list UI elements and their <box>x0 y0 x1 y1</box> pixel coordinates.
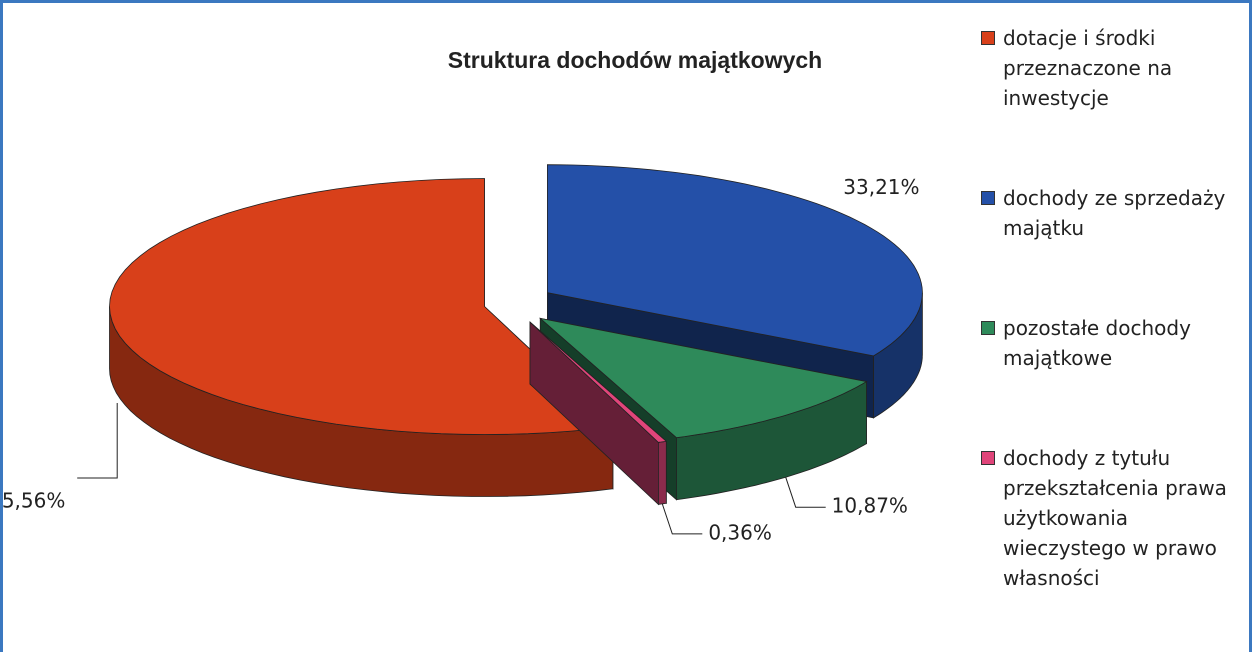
legend-item: dotacje i środki przeznaczone na inwesty… <box>981 23 1249 113</box>
data-label: 10,87% <box>832 494 908 518</box>
leader-line <box>77 403 118 479</box>
leader-line <box>661 503 703 535</box>
legend-label: pozostałe dochody majątkowe <box>1003 316 1191 370</box>
data-label: 0,36% <box>708 520 772 544</box>
slice-top <box>538 317 868 439</box>
pie-slice <box>109 178 614 497</box>
legend-label: dochody ze sprzedaży majątku <box>1003 186 1226 240</box>
legend-swatch <box>981 31 995 45</box>
slice-top <box>547 164 923 357</box>
legend-label: dotacje i środki przeznaczone na inwesty… <box>1003 26 1173 110</box>
slice-wall <box>658 440 667 506</box>
chart-title: Struktura dochodów majątkowych <box>448 47 822 73</box>
legend-item: dochody z tytułu przekształcenia prawa u… <box>981 443 1249 593</box>
data-label: 33,21% <box>843 175 919 199</box>
pie-slice <box>529 321 667 506</box>
data-label: 55,56% <box>3 489 65 513</box>
legend-label: dochody z tytułu przekształcenia prawa u… <box>1003 446 1227 590</box>
legend-swatch <box>981 451 995 465</box>
slice-top <box>109 178 614 435</box>
legend-item: pozostałe dochody majątkowe <box>981 313 1249 373</box>
chart: Struktura dochodów majątkowych 33,21% 10,… <box>3 47 923 544</box>
legend: dotacje i środki przeznaczone na inwesty… <box>981 23 1249 652</box>
leader-line <box>785 477 826 508</box>
legend-swatch <box>981 321 995 335</box>
legend-swatch <box>981 191 995 205</box>
legend-item: dochody ze sprzedaży majątku <box>981 183 1249 243</box>
slice-top <box>529 321 667 443</box>
